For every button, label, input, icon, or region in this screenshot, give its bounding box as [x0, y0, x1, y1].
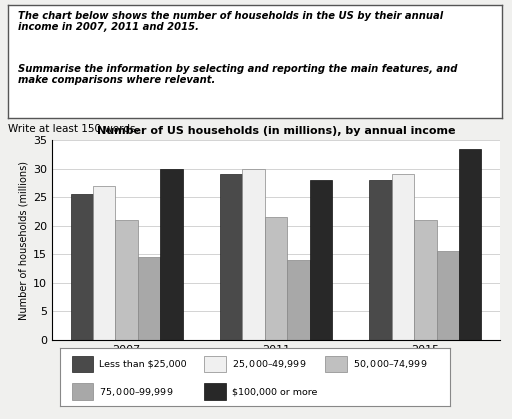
Bar — [414, 220, 437, 340]
Bar — [265, 217, 287, 340]
Text: Write at least 150 words.: Write at least 150 words. — [8, 124, 139, 134]
Text: Less than $25,000: Less than $25,000 — [99, 360, 187, 369]
Title: Number of US households (in millions), by annual income: Number of US households (in millions), b… — [97, 127, 455, 137]
FancyBboxPatch shape — [325, 356, 347, 372]
Bar — [93, 186, 116, 340]
FancyBboxPatch shape — [204, 356, 226, 372]
Bar — [220, 174, 242, 340]
Bar — [392, 174, 414, 340]
Bar — [310, 180, 332, 340]
Bar — [160, 168, 183, 340]
Bar — [138, 257, 160, 340]
Bar — [459, 149, 481, 340]
Text: $25,000–$49,999: $25,000–$49,999 — [231, 358, 306, 370]
Bar — [71, 194, 93, 340]
Bar — [287, 260, 310, 340]
Bar — [242, 168, 265, 340]
Text: $50,000–$74,999: $50,000–$74,999 — [352, 358, 427, 370]
Bar — [116, 220, 138, 340]
X-axis label: Year: Year — [261, 359, 291, 372]
Text: $75,000–$99,999: $75,000–$99,999 — [99, 385, 174, 398]
FancyBboxPatch shape — [72, 356, 93, 372]
FancyBboxPatch shape — [72, 383, 93, 400]
Bar — [437, 251, 459, 340]
Text: $100,000 or more: $100,000 or more — [231, 387, 317, 396]
Y-axis label: Number of households (millions): Number of households (millions) — [19, 160, 29, 320]
Text: The chart below shows the number of households in the US by their annual
income : The chart below shows the number of hous… — [18, 10, 443, 32]
Text: Summarise the information by selecting and reporting the main features, and
make: Summarise the information by selecting a… — [18, 64, 457, 85]
FancyBboxPatch shape — [204, 383, 226, 400]
Bar — [369, 180, 392, 340]
